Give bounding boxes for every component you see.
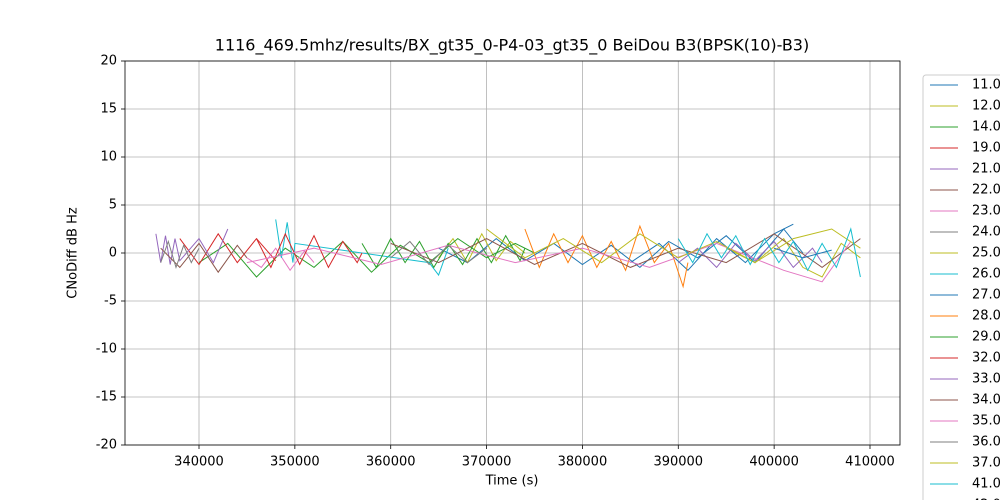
legend-label: 19.0 <box>972 141 1000 156</box>
y-tick-label: -5 <box>104 294 117 309</box>
legend-label: 11.0 <box>972 78 1000 93</box>
legend-label: 21.0 <box>972 162 1000 177</box>
series-line <box>246 241 852 283</box>
legend-label: 24.0 <box>972 225 1000 240</box>
legend-label: 14.0 <box>972 120 1000 135</box>
y-tick-label: 20 <box>100 54 117 69</box>
y-tick-label: -10 <box>96 342 117 357</box>
plot-frame <box>124 60 901 446</box>
series-line <box>246 247 315 272</box>
series-line <box>486 228 861 264</box>
x-tick-label: 400000 <box>749 455 799 470</box>
x-tick-label: 410000 <box>845 455 895 470</box>
series-line <box>390 233 861 269</box>
x-tick-label: 340000 <box>174 455 224 470</box>
x-axis-label: Time (s) <box>485 474 539 489</box>
series-line <box>773 247 832 259</box>
series-line <box>179 232 277 266</box>
x-tick-label: 350000 <box>270 455 320 470</box>
legend-label: 36.0 <box>972 435 1000 450</box>
legend-label: 29.0 <box>972 330 1000 345</box>
series-line <box>160 239 200 270</box>
series-line <box>198 237 535 278</box>
legend-label: 22.0 <box>972 183 1000 198</box>
series-line <box>677 227 861 278</box>
legend-label: 28.0 <box>972 309 1000 324</box>
x-tick-label: 390000 <box>653 455 703 470</box>
y-axis-label: CNoDiff dB Hz <box>66 207 81 299</box>
series-line <box>361 234 526 269</box>
legend-label: 25.0 <box>972 246 1000 261</box>
series-line <box>155 228 229 265</box>
series-line <box>524 224 689 289</box>
legend-label: 32.0 <box>972 351 1000 366</box>
chart-title: 1116_469.5mhz/results/BX_gt35_0-P4-03_gt… <box>215 36 809 56</box>
y-tick-label: 5 <box>109 198 117 213</box>
legend-label: 12.0 <box>972 99 1000 114</box>
series-line <box>678 240 823 269</box>
plot-lines <box>155 219 861 289</box>
legend-label: 41.0 <box>972 477 1000 492</box>
series-line <box>390 240 487 266</box>
y-tick-label: 15 <box>100 102 117 117</box>
legend-label: 26.0 <box>972 267 1000 282</box>
legend: 11.0 12.0 14.0 19.0 21.0 22.0 23.0 24.0 25.0 26.0… <box>922 74 1000 500</box>
legend-label: 27.0 <box>972 288 1000 303</box>
legend-label: 33.0 <box>972 372 1000 387</box>
y-tick-label: -20 <box>96 438 117 453</box>
legend-label: 23.0 <box>972 204 1000 219</box>
y-tick-label: 10 <box>100 150 117 165</box>
series-line <box>438 232 526 264</box>
x-tick-label: 360000 <box>366 455 416 470</box>
legend-label: 42.0 <box>972 498 1000 500</box>
legend-label: 37.0 <box>972 456 1000 471</box>
x-tick-label: 380000 <box>558 455 608 470</box>
legend-box <box>922 74 1000 500</box>
x-tick-label: 370000 <box>462 455 512 470</box>
y-tick-label: 0 <box>109 246 117 261</box>
y-tick-label: -15 <box>96 390 117 405</box>
legend-label: 34.0 <box>972 393 1000 408</box>
legend-label: 35.0 <box>972 414 1000 429</box>
